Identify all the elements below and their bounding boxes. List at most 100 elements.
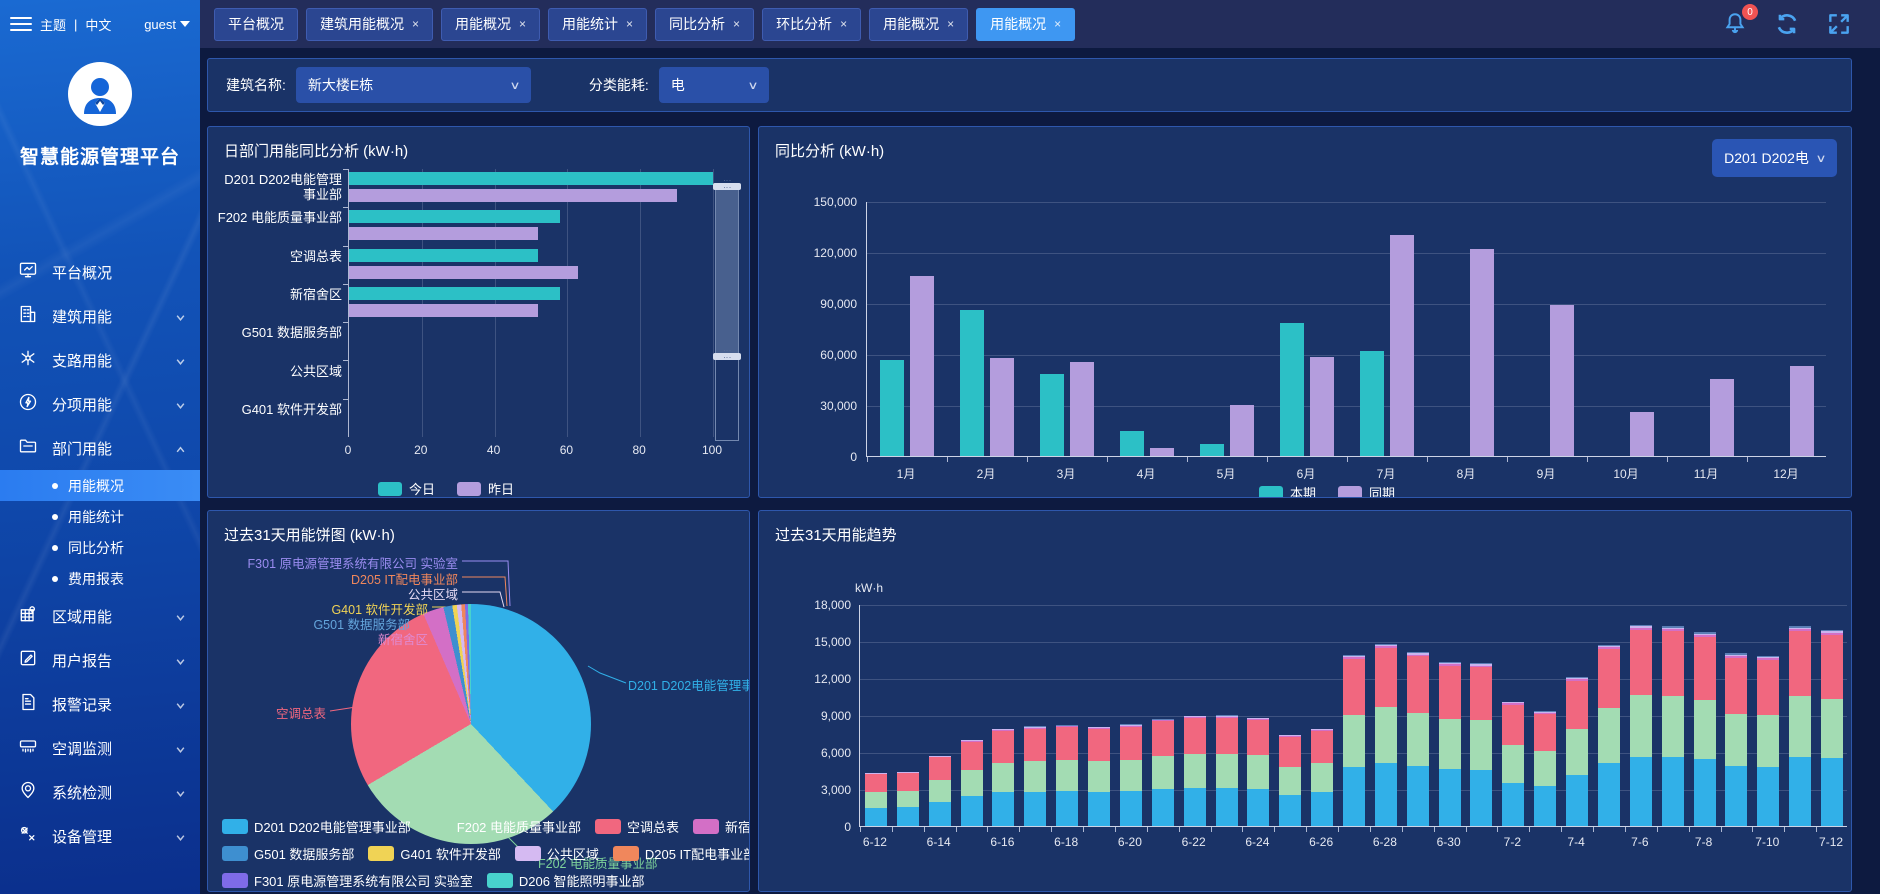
sidebar-item-4[interactable]: 分项用能 — [0, 382, 200, 426]
segment-G501 数据服务部 — [1693, 632, 1716, 634]
segment-空调总表 — [896, 773, 919, 791]
tab-close-icon[interactable]: × — [947, 17, 955, 31]
sidebar-item-10[interactable]: 系统检测 — [0, 770, 200, 814]
avatar[interactable] — [68, 62, 132, 126]
tab-用能概况[interactable]: 用能概况 × — [441, 7, 541, 41]
segment-G501 数据服务部 — [1502, 701, 1525, 703]
datazoom-handle-bottom[interactable] — [713, 353, 741, 360]
tab-平台概况[interactable]: 平台概况 — [214, 7, 298, 41]
bar-同期-3月 — [1070, 361, 1094, 456]
datazoom-slider[interactable] — [713, 183, 741, 441]
pie-label-7: 空调总表 — [275, 707, 326, 721]
sidebar-item-8[interactable]: 报警记录 — [0, 682, 200, 726]
stacked-bar-7-12 — [1821, 605, 1844, 826]
sidebar-item-9[interactable]: 空调监测 — [0, 726, 200, 770]
tab-同比分析[interactable]: 同比分析 × — [655, 7, 755, 41]
user-menu[interactable]: guest — [144, 17, 190, 32]
sidebar-item-3[interactable]: 支路用能 — [0, 338, 200, 382]
x-tick-label: 7-10 — [1755, 835, 1780, 849]
segment-F202 电能质量事业部 — [1821, 698, 1844, 759]
x-tick-label: 6-14 — [926, 835, 951, 849]
sidebar-item-2[interactable]: 建筑用能 — [0, 294, 200, 338]
segment-F202 电能质量事业部 — [864, 791, 887, 808]
sidebar-item-6[interactable]: 区域用能 — [0, 594, 200, 638]
hamburger-menu-icon[interactable] — [10, 17, 32, 31]
fullscreen-icon[interactable] — [1826, 11, 1852, 37]
x-tick-label: 6-12 — [862, 835, 887, 849]
axis-tick — [343, 322, 348, 324]
segment-D201 D202电能管理事业部 — [1438, 769, 1461, 826]
axis-tick — [1347, 457, 1348, 462]
legend-item-同期[interactable]: 同期 — [1338, 483, 1395, 497]
panel-dept-comparison: 日部门用能同比分析 (kW·h) 0 20 40 60 80 100 今日 昨日 D201 … — [207, 126, 750, 498]
sidebar-item-7[interactable]: 用户报告 — [0, 638, 200, 682]
theme-link[interactable]: 主题 — [40, 17, 67, 33]
legend-item-G401 软件开发部[interactable]: G401 软件开发部 — [368, 844, 501, 863]
axis-tick — [1561, 827, 1563, 832]
sidebar-subitem-费用报表[interactable]: 费用报表 — [0, 563, 200, 594]
header-tools: 0 — [1722, 4, 1866, 37]
sidebar-subitem-用能概况[interactable]: 用能概况 — [0, 470, 200, 501]
segment-G501 数据服务部 — [1279, 734, 1302, 736]
language-link[interactable]: 中文 — [85, 17, 112, 33]
tab-close-icon[interactable]: × — [733, 17, 741, 31]
sidebar-item-5[interactable]: 部门用能 — [0, 426, 200, 470]
axis-tick — [1083, 827, 1085, 832]
segment-D201 D202电能管理事业部 — [1056, 791, 1079, 826]
segment-空调总表 — [1183, 718, 1206, 755]
legend-item-F301 原电源管理系统有限公司 实验室[interactable]: F301 原电源管理系统有限公司 实验室 — [222, 871, 473, 890]
refresh-icon[interactable] — [1774, 11, 1800, 37]
axis-tick — [1178, 827, 1180, 832]
tab-建筑用能概况[interactable]: 建筑用能概况 × — [306, 7, 434, 41]
tab-用能概况[interactable]: 用能概况 × — [869, 7, 969, 41]
sidebar-item-1[interactable]: 平台概况 — [0, 250, 200, 294]
stacked-bar-6-22 — [1183, 605, 1206, 826]
tab-close-icon[interactable]: × — [626, 17, 634, 31]
energy-pie-chart — [351, 604, 591, 844]
pie-label-4: G401 软件开发部 — [331, 603, 428, 617]
system-icon — [18, 780, 38, 804]
legend-item-D201 D202电能管理事业部[interactable]: D201 D202电能管理事业部 — [222, 817, 411, 836]
tab-close-icon[interactable]: × — [412, 17, 420, 31]
legend-item-本期[interactable]: 本期 — [1259, 483, 1316, 497]
x-tick-label: 40 — [486, 443, 501, 457]
legend-item-F202 电能质量事业部[interactable]: F202 电能质量事业部 — [424, 817, 581, 836]
chart-legend[interactable]: 今日 昨日 — [378, 479, 514, 497]
legend-swatch — [514, 846, 541, 861]
stacked-bar-6-15 — [960, 605, 983, 826]
legend-item-D205 IT配电事业部[interactable]: D205 IT配电事业部 — [612, 844, 749, 863]
tab-用能统计[interactable]: 用能统计 × — [548, 7, 648, 41]
tab-环比分析[interactable]: 环比分析 × — [762, 7, 862, 41]
building-select[interactable]: 新大楼E栋 ∨ — [295, 67, 531, 103]
legend-item-公共区域[interactable]: 公共区域 — [514, 844, 599, 863]
chart-legend[interactable]: 本期 同期 — [1259, 483, 1395, 497]
legend-item-空调总表[interactable]: 空调总表 — [595, 817, 679, 836]
legend-item-今日[interactable]: 今日 — [378, 479, 435, 497]
pie-label-2: D205 IT配电事业部 — [351, 573, 458, 587]
datazoom-handle-top[interactable] — [713, 183, 741, 190]
tab-用能概况[interactable]: 用能概况 × — [976, 7, 1076, 41]
stacked-bar-7-5 — [1597, 605, 1620, 826]
legend-item-新宿舍区[interactable]: 新宿舍区 — [693, 817, 749, 836]
segment-G501 数据服务部 — [1088, 726, 1111, 728]
datazoom-window[interactable] — [716, 184, 738, 356]
sidebar-subitem-同比分析[interactable]: 同比分析 — [0, 532, 200, 563]
notification-bell-icon[interactable]: 0 — [1722, 4, 1758, 37]
sidebar-item-11[interactable]: 设备管理 — [0, 814, 200, 858]
legend-swatch — [1259, 486, 1283, 497]
tab-close-icon[interactable]: × — [1054, 17, 1062, 31]
legend-swatch — [368, 846, 395, 861]
legend-item-D206 智能照明事业部[interactable]: D206 智能照明事业部 — [486, 871, 645, 890]
series-select[interactable]: D201 D202电 ∨ — [1712, 139, 1837, 177]
legend-item-昨日[interactable]: 昨日 — [457, 479, 514, 497]
segment-空调总表 — [1279, 737, 1302, 767]
tab-close-icon[interactable]: × — [519, 17, 527, 31]
legend-item-G501 数据服务部[interactable]: G501 数据服务部 — [222, 844, 354, 863]
x-tick-label: 7-6 — [1631, 835, 1649, 849]
bullet-icon — [52, 575, 58, 582]
sidebar-subitem-用能统计[interactable]: 用能统计 — [0, 501, 200, 532]
tab-close-icon[interactable]: × — [840, 17, 848, 31]
energy-select[interactable]: 电 ∨ — [658, 67, 769, 103]
segment-G501 数据服务部 — [1311, 728, 1334, 730]
segment-G501 数据服务部 — [1183, 715, 1206, 717]
